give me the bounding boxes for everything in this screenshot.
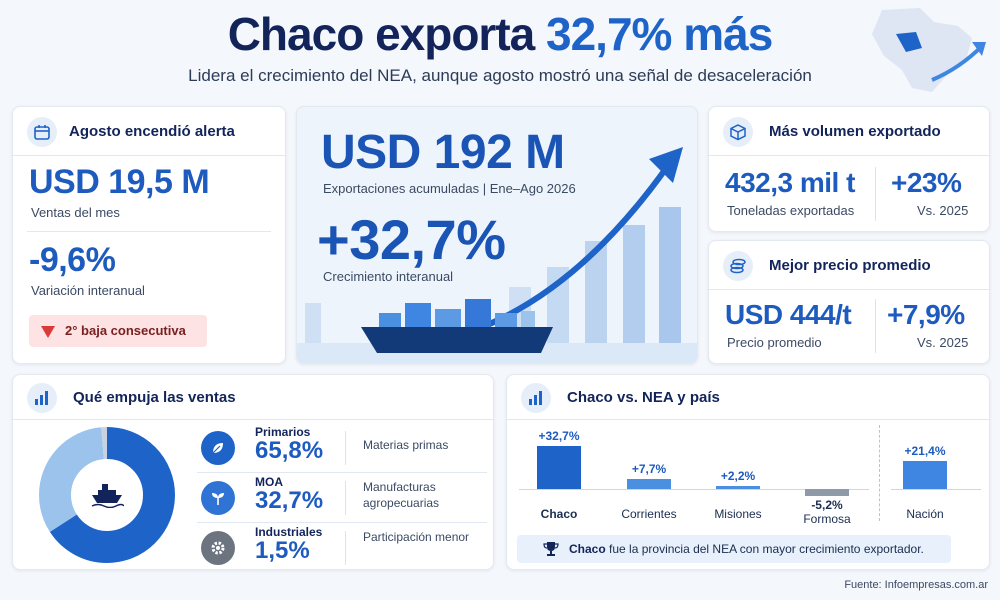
bar-category-label: Chaco	[540, 507, 578, 521]
driver-desc: Materias primas	[363, 438, 449, 452]
driver-desc: Participación menor	[363, 530, 470, 544]
comparison-bar-chart: +32,7% Chaco +7,7% Corrientes +2,2% Misiones -…	[507, 419, 989, 529]
sprout-icon	[201, 481, 235, 515]
donut-slice-industriales	[39, 427, 175, 563]
leaf-icon	[201, 431, 235, 465]
bar-value-label: +2,2%	[720, 469, 756, 484]
calendar-icon	[27, 117, 57, 147]
box-icon	[723, 117, 753, 147]
august-sales-label: Ventas del mes	[31, 205, 120, 220]
driver-row: MOA 32,7% Manufacturas agropecuarias	[197, 475, 487, 523]
price-value-label: Precio promedio	[727, 335, 822, 350]
title: Chaco exporta 32,7% más	[0, 4, 1000, 64]
driver-pct: 1,5%	[255, 537, 310, 564]
hero-growth: +32,7%	[317, 208, 506, 271]
source: Fuente: Infoempresas.com.ar	[844, 579, 988, 591]
hero-value: USD 192 M	[321, 126, 565, 179]
title-part2: 32,7% más	[546, 8, 773, 60]
coins-icon	[723, 251, 753, 281]
price-change: +7,9%	[887, 299, 965, 330]
hero-value-label: Exportaciones acumuladas | Ene–Ago 2026	[323, 181, 576, 196]
bar-misiones	[716, 486, 760, 490]
volume-change-label: Vs. 2025	[917, 203, 969, 218]
comparison-note: Chaco fue la provincia del NEA con mayor…	[517, 535, 951, 563]
driver-pct: 32,7%	[255, 487, 324, 514]
volume-value-label: Toneladas exportadas	[727, 203, 855, 218]
bar-chaco	[537, 446, 581, 489]
bar-chart-icon	[521, 383, 551, 413]
price-change-label: Vs. 2025	[917, 335, 969, 350]
gear-icon	[201, 531, 235, 565]
bar-category-label: Misiones	[714, 507, 762, 521]
hero-card: USD 192 M Exportaciones acumuladas | Ene…	[296, 106, 698, 364]
donut-slice-moa	[39, 427, 175, 563]
volume-card: Más volumen exportado 432,3 mil t Tonela…	[708, 106, 990, 232]
volume-value: 432,3 mil t	[725, 167, 855, 198]
volume-title: Más volumen exportado	[769, 123, 941, 140]
subtitle: Lidera el crecimiento del NEA, aunque ag…	[188, 66, 812, 85]
driver-row: Primarios 65,8% Materias primas	[197, 425, 487, 473]
drivers-card: Qué empuja las ventas Primarios 65,8% Mate…	[12, 374, 494, 570]
driver-pct: 65,8%	[255, 437, 324, 464]
bar-value-label: +32,7%	[538, 429, 580, 444]
driver-row: Industriales 1,5% Participación menor	[197, 525, 487, 573]
driver-name: MOA	[255, 475, 283, 489]
bar-category-label: Corrientes	[621, 507, 677, 521]
bar-category-label: Nación	[906, 507, 944, 521]
bar-chart-icon	[27, 383, 57, 413]
august-sales-value: USD 19,5 M	[29, 163, 210, 201]
hero-growth-label: Crecimiento interanual	[323, 269, 454, 284]
volume-change: +23%	[891, 167, 962, 198]
bar-formosa	[805, 489, 849, 496]
august-variation-value: -9,6%	[29, 241, 116, 279]
bar-value-label: +21,4%	[904, 444, 946, 459]
alert-badge: 2° baja consecutiva	[29, 315, 207, 347]
drivers-donut-chart	[39, 427, 175, 563]
alert-text: 2° baja consecutiva	[65, 323, 186, 338]
august-title: Agosto encendió alerta	[69, 123, 235, 140]
bar-nación	[903, 461, 947, 489]
price-card: Mejor precio promedio USD 444/t Precio p…	[708, 240, 990, 364]
price-value: USD 444/t	[725, 299, 852, 330]
ship-icon	[78, 466, 136, 524]
down-arrow-icon	[41, 326, 55, 338]
trophy-icon	[543, 542, 559, 556]
driver-name: Primarios	[255, 425, 311, 439]
august-card: Agosto encendió alerta USD 19,5 M Ventas…	[12, 106, 286, 364]
bar-value-label: -5,2%	[811, 497, 843, 512]
driver-desc: Manufacturas agropecuarias	[363, 480, 440, 510]
bar-value-label: +7,7%	[631, 461, 667, 476]
driver-name: Industriales	[255, 525, 323, 539]
comparison-card: Chaco vs. NEA y país +32,7% Chaco +7,7% Cor…	[506, 374, 990, 570]
august-variation-label: Variación interanual	[31, 283, 145, 298]
bar-category-label: Formosa	[803, 511, 851, 526]
bar-corrientes	[627, 478, 671, 489]
drivers-title: Qué empuja las ventas	[73, 389, 236, 406]
title-part1: Chaco exporta	[227, 8, 536, 60]
comparison-note-text: fue la provincia del NEA con mayor creci…	[609, 542, 924, 556]
price-title: Mejor precio promedio	[769, 257, 931, 274]
growth-bars-illustration	[297, 147, 697, 363]
comparison-title: Chaco vs. NEA y país	[567, 389, 720, 406]
map-illustration	[872, 8, 986, 92]
comparison-note-bold: Chaco	[569, 542, 606, 556]
